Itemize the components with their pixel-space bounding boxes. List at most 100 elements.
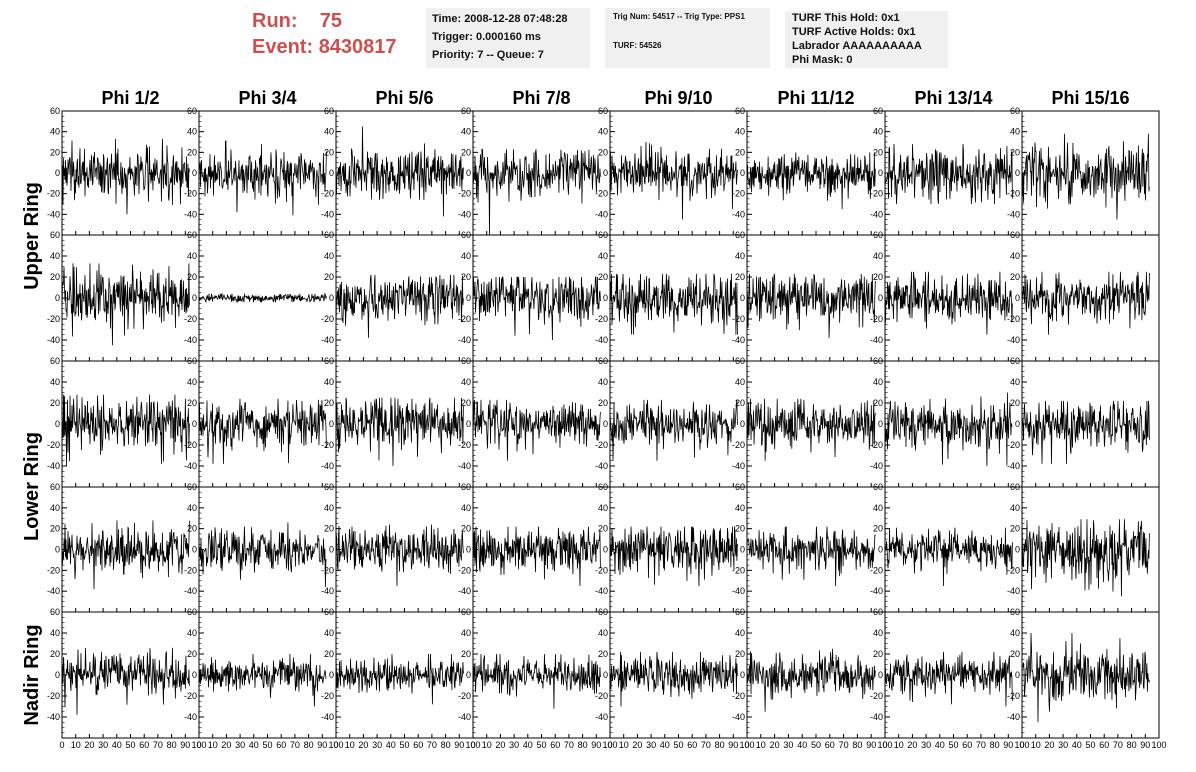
y-tick-label: 60 <box>50 356 60 366</box>
y-tick-label: 40 <box>598 503 608 513</box>
column-title: Phi 11/12 <box>777 88 854 108</box>
waveform-line <box>1021 400 1150 464</box>
y-tick-label: -20 <box>47 314 60 324</box>
x-tick-label: 50 <box>536 740 546 750</box>
y-tick-label: -40 <box>458 461 471 471</box>
y-tick-label: 20 <box>324 398 334 408</box>
y-tick-label: 60 <box>873 482 883 492</box>
run-row: Run: 75 <box>252 8 397 34</box>
y-tick-label: 40 <box>187 251 197 261</box>
waveform-line <box>472 275 601 341</box>
x-tick-label: 70 <box>153 740 163 750</box>
x-tick-label: 20 <box>632 740 642 750</box>
y-tick-label: 60 <box>461 607 471 617</box>
y-tick-label: -20 <box>321 440 334 450</box>
y-tick-label: -40 <box>321 209 334 219</box>
y-tick-label: -20 <box>458 314 471 324</box>
column-title: Phi 1/2 <box>101 88 159 108</box>
y-tick-label: -20 <box>321 314 334 324</box>
waveform-line <box>746 648 876 712</box>
turf-this-hold-text: TURF This Hold: 0x1 <box>792 12 900 24</box>
y-tick-label: 20 <box>873 272 883 282</box>
y-tick-label: -20 <box>184 189 197 199</box>
run-event-header: Run: 75 Event: 8430817 <box>252 8 397 60</box>
y-tick-label: -20 <box>458 691 471 701</box>
x-tick-label: 100 <box>739 740 754 750</box>
y-tick-label: -20 <box>595 189 608 199</box>
y-tick-label: 0 <box>1015 419 1020 429</box>
y-tick-label: -40 <box>1007 335 1020 345</box>
y-tick-label: -20 <box>47 440 60 450</box>
waveform-line <box>1021 519 1150 597</box>
y-tick-label: 20 <box>735 272 745 282</box>
y-tick-label: 0 <box>466 293 471 303</box>
turf-text: TURF: 54526 <box>613 41 662 50</box>
y-tick-label: -40 <box>458 712 471 722</box>
y-tick-label: 20 <box>873 524 883 534</box>
y-tick-label: 20 <box>735 147 745 157</box>
y-tick-label: -40 <box>184 335 197 345</box>
y-tick-label: 0 <box>1015 670 1020 680</box>
y-tick-label: 0 <box>603 419 608 429</box>
x-tick-label: 60 <box>962 740 972 750</box>
x-tick-label: 10 <box>482 740 492 750</box>
y-tick-label: -40 <box>458 209 471 219</box>
waveform-line <box>61 394 190 467</box>
waveform-line <box>472 399 601 461</box>
y-tick-label: 40 <box>50 503 60 513</box>
y-tick-label: 40 <box>461 251 471 261</box>
y-tick-label: 60 <box>598 230 608 240</box>
y-tick-label: -40 <box>870 712 883 722</box>
waveform-line <box>61 138 190 215</box>
y-tick-label: 20 <box>50 649 60 659</box>
column-title: Phi 3/4 <box>238 88 296 108</box>
y-tick-label: 0 <box>1015 545 1020 555</box>
x-tick-label: 20 <box>221 740 231 750</box>
waveform-line <box>335 126 464 217</box>
y-tick-label: 60 <box>50 482 60 492</box>
y-tick-label: 60 <box>735 230 745 240</box>
y-tick-label: 20 <box>324 147 334 157</box>
y-tick-label: -20 <box>870 314 883 324</box>
x-tick-label: 20 <box>84 740 94 750</box>
y-tick-label: -40 <box>870 586 883 596</box>
y-tick-label: 20 <box>324 524 334 534</box>
y-tick-label: -40 <box>321 461 334 471</box>
y-tick-label: 40 <box>598 628 608 638</box>
waveform-line <box>61 263 190 346</box>
column-title: Phi 9/10 <box>644 88 712 108</box>
y-tick-label: -40 <box>1007 586 1020 596</box>
y-tick-label: -40 <box>47 586 60 596</box>
x-tick-label: 10 <box>756 740 766 750</box>
y-tick-label: -40 <box>47 461 60 471</box>
y-tick-label: 40 <box>873 127 883 137</box>
waveform-line <box>61 520 190 590</box>
y-tick-label: -40 <box>870 461 883 471</box>
y-tick-label: 40 <box>735 251 745 261</box>
x-tick-label: 50 <box>948 740 958 750</box>
x-tick-label: 90 <box>1003 740 1013 750</box>
x-tick-label: 20 <box>1044 740 1054 750</box>
waveform-line <box>198 522 327 588</box>
x-tick-label: 30 <box>646 740 656 750</box>
y-tick-label: -40 <box>595 209 608 219</box>
y-tick-label: 40 <box>598 377 608 387</box>
y-tick-label: 0 <box>603 168 608 178</box>
y-tick-label: 20 <box>735 398 745 408</box>
y-tick-label: -20 <box>870 189 883 199</box>
column-title: Phi 15/16 <box>1051 88 1129 108</box>
x-tick-label: 20 <box>770 740 780 750</box>
y-tick-label: 0 <box>878 293 883 303</box>
y-tick-label: 0 <box>740 545 745 555</box>
y-tick-label: 40 <box>873 503 883 513</box>
y-tick-label: 60 <box>1010 356 1020 366</box>
y-tick-label: 0 <box>55 670 60 680</box>
column-title: Phi 7/8 <box>512 88 570 108</box>
y-tick-label: -40 <box>184 209 197 219</box>
y-tick-label: 40 <box>50 127 60 137</box>
y-tick-label: 40 <box>187 127 197 137</box>
y-tick-label: 0 <box>740 419 745 429</box>
y-tick-label: 0 <box>55 293 60 303</box>
y-tick-label: 60 <box>873 106 883 116</box>
y-tick-label: 60 <box>50 230 60 240</box>
